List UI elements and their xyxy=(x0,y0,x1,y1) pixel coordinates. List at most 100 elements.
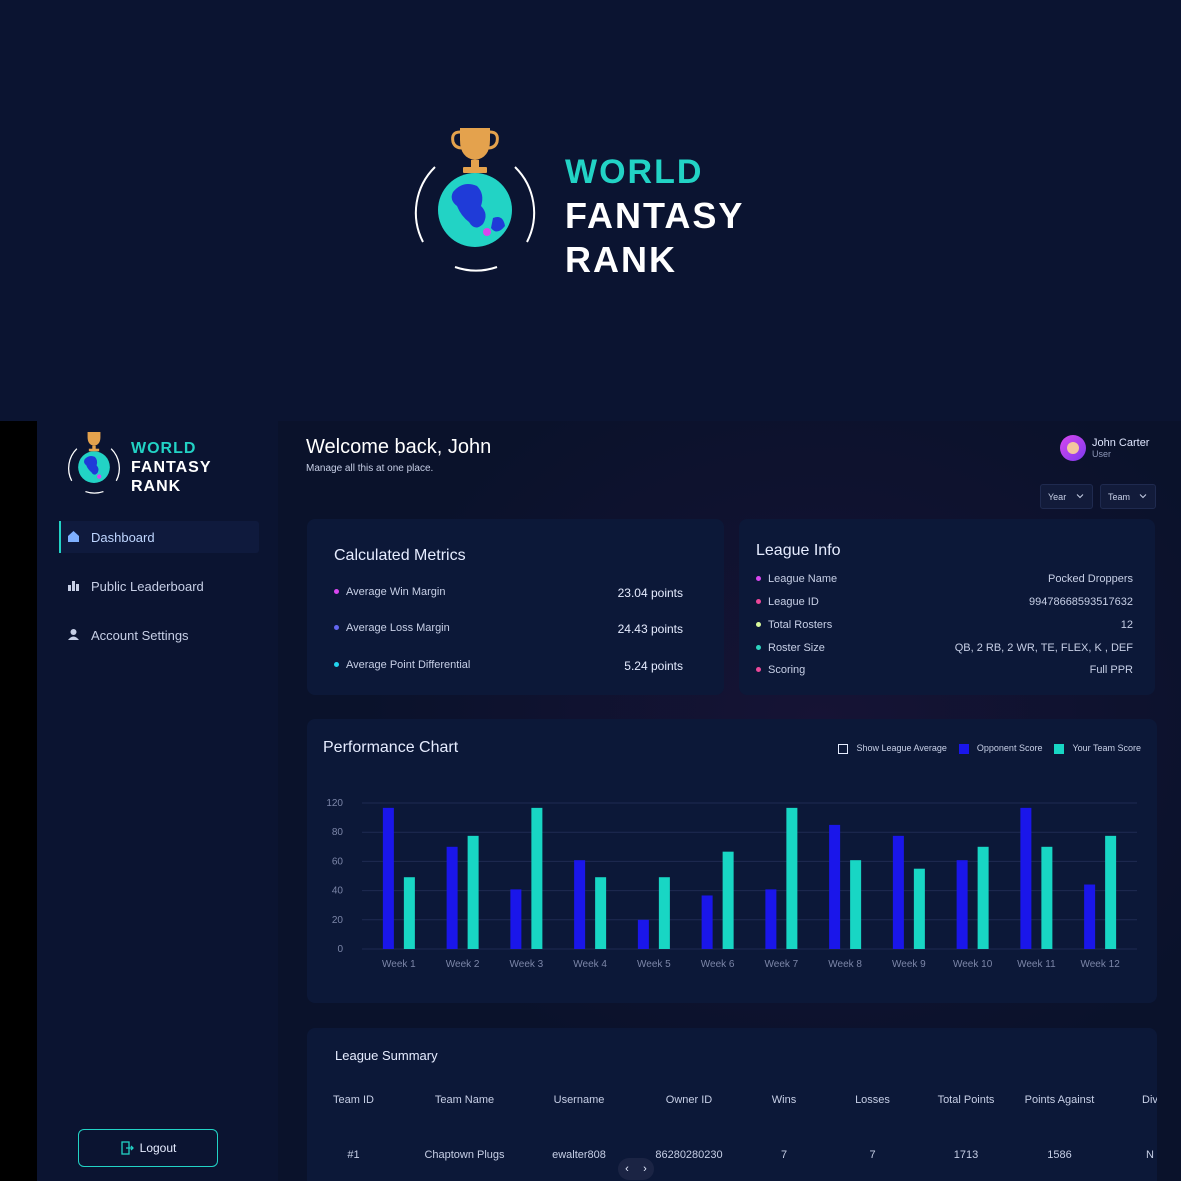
bar-opponent[interactable] xyxy=(446,846,458,949)
league-summary-card: League Summary Team ID Team Name Usernam… xyxy=(307,1028,1157,1181)
table-scroll-control[interactable]: ‹ › xyxy=(618,1158,654,1180)
page-subtitle: Manage all this at one place. xyxy=(306,463,434,474)
bullet-dot xyxy=(756,598,761,604)
sidebar-item-dashboard[interactable]: Dashboard xyxy=(59,521,259,553)
column-header[interactable]: Owner ID xyxy=(665,1093,713,1106)
y-tick-label: 60 xyxy=(332,856,344,867)
logout-icon xyxy=(120,1141,134,1155)
bar-opponent[interactable] xyxy=(637,919,649,949)
x-tick-label: Week 11 xyxy=(1017,959,1056,970)
logout-button[interactable]: Logout xyxy=(78,1129,218,1167)
bullet-dot xyxy=(756,666,761,672)
league-info-value: Pocked Droppers xyxy=(1048,573,1133,585)
column-header[interactable]: Points Against xyxy=(1024,1093,1095,1106)
x-tick-label: Week 4 xyxy=(573,959,607,970)
bar-opponent[interactable] xyxy=(829,824,841,949)
chevron-down-icon xyxy=(1076,494,1084,499)
bar-team[interactable] xyxy=(403,877,415,949)
bar-opponent[interactable] xyxy=(892,835,904,949)
column-header[interactable]: Losses xyxy=(855,1093,890,1106)
bar-team[interactable] xyxy=(850,860,862,949)
chevron-down-icon xyxy=(1139,494,1147,499)
bar-opponent[interactable] xyxy=(1020,807,1032,949)
sidebar-nav: Dashboard Public Leaderboard Account Set… xyxy=(59,521,259,668)
summary-title: League Summary xyxy=(335,1048,438,1063)
league-info-card: League Info League Name Pocked Droppers … xyxy=(739,519,1155,695)
legend-label: Your Team Score xyxy=(1072,743,1141,753)
column-header[interactable]: Div xyxy=(1142,1093,1157,1106)
globe-trophy-logo-icon xyxy=(414,128,536,272)
bar-opponent[interactable] xyxy=(1084,884,1096,949)
legend-label: Opponent Score xyxy=(976,743,1043,753)
bullet-dot xyxy=(756,575,761,581)
bar-opponent[interactable] xyxy=(956,860,968,949)
avatar xyxy=(1060,435,1086,461)
league-info-value: QB, 2 RB, 2 WR, TE, FLEX, K , DEF xyxy=(954,642,1133,654)
dashboard-app: WORLD FANTASY RANK Dashboard Public Lead… xyxy=(0,421,1181,1181)
bar-opponent[interactable] xyxy=(382,807,394,949)
table-cell: 7 xyxy=(869,1149,876,1161)
y-tick-label: 80 xyxy=(332,827,344,838)
home-icon xyxy=(68,531,79,542)
x-tick-label: Week 10 xyxy=(953,959,993,970)
league-info-label: Total Rosters xyxy=(768,619,833,631)
bar-opponent[interactable] xyxy=(510,889,522,949)
sidebar-brand-line-2: FANTASY xyxy=(131,459,212,476)
metric-value: 5.24 points xyxy=(624,659,683,673)
team-select[interactable]: Team xyxy=(1100,484,1156,509)
x-tick-label: Week 9 xyxy=(892,959,926,970)
metric-row: Average Loss Margin 24.43 points xyxy=(334,622,683,636)
checkbox-icon xyxy=(838,743,849,754)
bar-opponent[interactable] xyxy=(765,889,777,949)
year-select[interactable]: Year xyxy=(1040,484,1093,509)
bar-opponent[interactable] xyxy=(574,860,586,949)
legend-label: Show League Average xyxy=(856,743,947,753)
bar-team[interactable] xyxy=(658,877,670,949)
x-tick-label: Week 1 xyxy=(382,959,416,970)
league-average-checkbox[interactable]: Show League Average xyxy=(838,743,947,754)
metric-row: Average Point Differential 5.24 points xyxy=(334,659,683,673)
bar-opponent[interactable] xyxy=(701,895,713,949)
x-tick-label: Week 2 xyxy=(446,959,480,970)
league-info-label: League ID xyxy=(768,596,819,608)
column-header[interactable]: Username xyxy=(553,1093,605,1106)
sidebar-item-public-leaderboard[interactable]: Public Leaderboard xyxy=(59,570,259,602)
chevron-left-icon[interactable]: ‹ xyxy=(625,1163,629,1175)
user-role: User xyxy=(1092,449,1112,459)
bar-team[interactable] xyxy=(786,807,798,949)
bullet-dot xyxy=(334,588,339,594)
sidebar-item-account-settings[interactable]: Account Settings xyxy=(59,619,259,651)
bar-team[interactable] xyxy=(531,807,543,949)
column-header[interactable]: Total Points xyxy=(937,1093,995,1106)
column-header[interactable]: Team Name xyxy=(434,1093,495,1106)
league-info-label: Scoring xyxy=(768,664,806,676)
league-info-value: 12 xyxy=(1120,619,1133,631)
bar-chart-icon xyxy=(68,581,79,591)
bar-team[interactable] xyxy=(977,846,989,949)
league-info-row: Roster Size QB, 2 RB, 2 WR, TE, FLEX, K … xyxy=(756,642,1133,654)
metric-label: Average Win Margin xyxy=(346,586,446,598)
league-info-value: 99478668593517632 xyxy=(1028,596,1133,608)
performance-bar-chart: 120 80 60 40 20 0 Week 1 Week 2 Week 3 Week 4 Week… xyxy=(326,798,1137,970)
y-tick-label: 0 xyxy=(337,944,343,955)
bar-team[interactable] xyxy=(1041,846,1053,949)
bar-team[interactable] xyxy=(913,868,925,949)
chevron-right-icon[interactable]: › xyxy=(643,1163,647,1175)
league-info-label: Roster Size xyxy=(768,642,825,654)
column-header[interactable]: Wins xyxy=(771,1093,797,1106)
table-cell: N xyxy=(1146,1149,1154,1161)
sidebar-logo-icon xyxy=(68,432,120,494)
metric-value: 23.04 points xyxy=(617,586,683,600)
table-cell: #1 xyxy=(347,1149,360,1161)
brand-line-3: RANK xyxy=(565,239,677,280)
bar-team[interactable] xyxy=(595,877,607,949)
table-row[interactable]: #1 Chaptown Plugs ewalter808 86280280230… xyxy=(307,1120,1157,1181)
sidebar-brand-line-1: WORLD xyxy=(131,440,197,457)
sidebar-item-label: Account Settings xyxy=(91,627,189,643)
bar-team[interactable] xyxy=(722,851,734,949)
bullet-dot xyxy=(334,624,339,630)
user-menu[interactable]: John Carter User xyxy=(1060,435,1149,461)
bar-team[interactable] xyxy=(467,835,479,949)
bar-team[interactable] xyxy=(1105,835,1117,949)
column-header[interactable]: Team ID xyxy=(333,1093,374,1106)
